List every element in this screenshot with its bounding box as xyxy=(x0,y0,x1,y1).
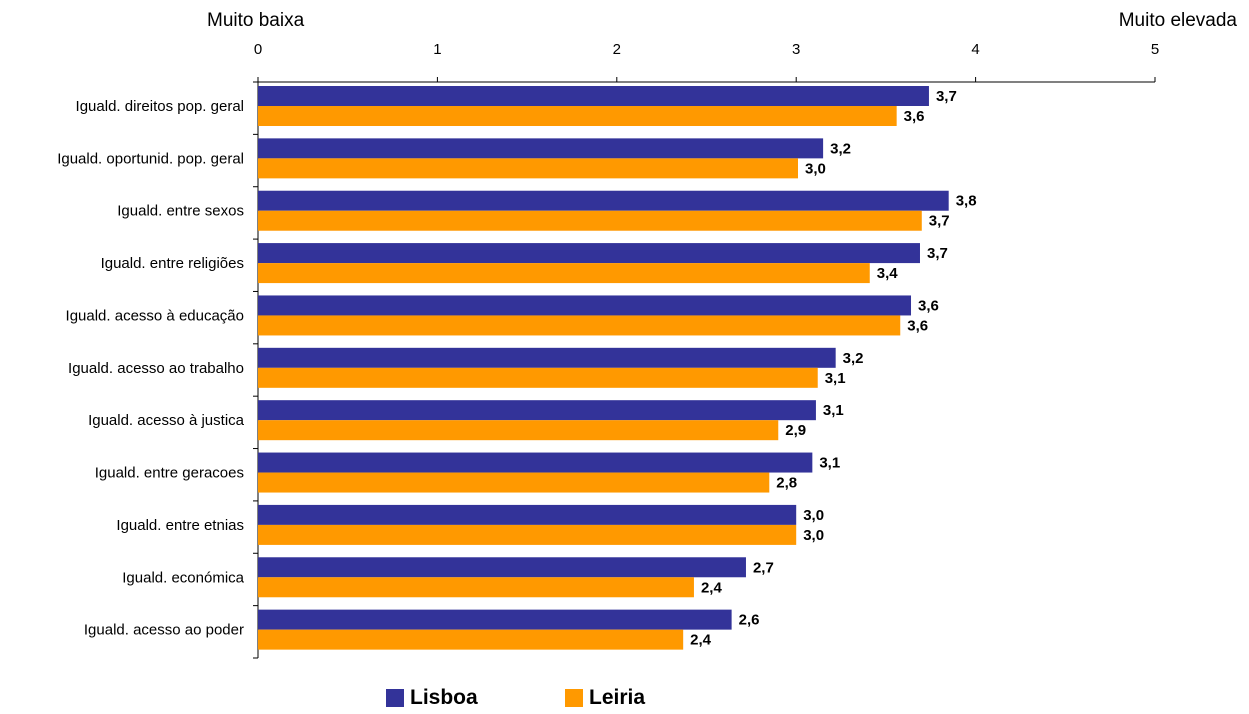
bar-lisboa xyxy=(258,190,949,211)
bar-leiria xyxy=(258,158,798,179)
category-label: Iguald. entre sexos xyxy=(117,203,244,220)
bar-lisboa xyxy=(258,557,746,578)
legend-lisboa: Lisboa xyxy=(386,686,478,710)
category-label: Iguald. entre religiões xyxy=(101,255,244,272)
legend-leiria: Leiria xyxy=(565,686,645,710)
data-label-leiria: 3,6 xyxy=(907,317,928,334)
bar-leiria xyxy=(258,367,818,388)
bar-leiria xyxy=(258,420,779,441)
x-tick-label: 3 xyxy=(792,41,800,58)
legend-label-lisboa: Lisboa xyxy=(410,686,478,709)
data-label-leiria: 3,6 xyxy=(904,108,925,125)
data-label-lisboa: 2,7 xyxy=(753,559,774,576)
category-label: Iguald. acesso ao poder xyxy=(84,622,244,639)
legend-swatch-leiria xyxy=(565,689,583,707)
x-tick-label: 2 xyxy=(613,41,621,58)
data-label-lisboa: 3,2 xyxy=(830,140,851,157)
bar-lisboa xyxy=(258,138,824,159)
data-label-lisboa: 3,7 xyxy=(936,88,957,105)
data-label-leiria: 3,0 xyxy=(803,527,824,544)
data-label-lisboa: 3,6 xyxy=(918,297,939,314)
bar-leiria xyxy=(258,315,901,336)
category-label: Iguald. oportunid. pop. geral xyxy=(57,150,244,167)
category-label: Iguald. económica xyxy=(122,569,244,586)
x-tick-label: 5 xyxy=(1151,41,1159,58)
data-label-leiria: 2,8 xyxy=(776,475,797,492)
scale-label-low: Muito baixa xyxy=(207,10,305,31)
data-label-lisboa: 2,6 xyxy=(739,612,760,629)
legend-swatch-lisboa xyxy=(386,689,404,707)
category-label: Iguald. acesso à educação xyxy=(66,307,244,324)
bar-leiria xyxy=(258,472,770,493)
bar-leiria xyxy=(258,577,694,598)
bar-leiria xyxy=(258,629,684,650)
data-label-lisboa: 3,8 xyxy=(956,193,977,210)
data-label-lisboa: 3,7 xyxy=(927,245,948,262)
bar-leiria xyxy=(258,263,870,284)
data-label-leiria: 3,0 xyxy=(805,160,826,177)
bar-lisboa xyxy=(258,400,816,421)
category-label: Iguald. acesso ao trabalho xyxy=(68,360,244,377)
x-tick-label: 4 xyxy=(971,41,979,58)
bar-lisboa xyxy=(258,504,797,525)
x-tick-label: 0 xyxy=(254,41,262,58)
legend-label-leiria: Leiria xyxy=(589,686,646,709)
category-label: Iguald. direitos pop. geral xyxy=(76,98,244,115)
bar-lisboa xyxy=(258,295,912,316)
data-label-leiria: 2,4 xyxy=(701,579,723,596)
scale-label-high: Muito elevada xyxy=(1118,10,1237,31)
bar-lisboa xyxy=(258,347,836,368)
bar-leiria xyxy=(258,210,922,231)
bar-lisboa xyxy=(258,452,813,473)
bar-leiria xyxy=(258,524,797,545)
data-label-lisboa: 3,1 xyxy=(819,455,840,472)
x-tick-label: 1 xyxy=(433,41,441,58)
data-label-lisboa: 3,1 xyxy=(823,402,844,419)
data-label-leiria: 3,1 xyxy=(825,370,846,387)
bar-lisboa xyxy=(258,86,929,106)
category-label: Iguald. entre etnias xyxy=(116,517,244,534)
data-label-leiria: 2,9 xyxy=(785,422,806,439)
category-label: Iguald. entre geracoes xyxy=(95,465,244,482)
data-label-leiria: 3,4 xyxy=(877,265,899,282)
bar-lisboa xyxy=(258,243,920,264)
category-label: Iguald. acesso à justica xyxy=(88,412,245,429)
data-label-leiria: 3,7 xyxy=(929,213,950,230)
bar-lisboa xyxy=(258,609,732,630)
data-label-lisboa: 3,2 xyxy=(843,350,864,367)
bar-leiria xyxy=(258,106,897,126)
data-label-lisboa: 3,0 xyxy=(803,507,824,524)
data-label-leiria: 2,4 xyxy=(690,632,712,649)
